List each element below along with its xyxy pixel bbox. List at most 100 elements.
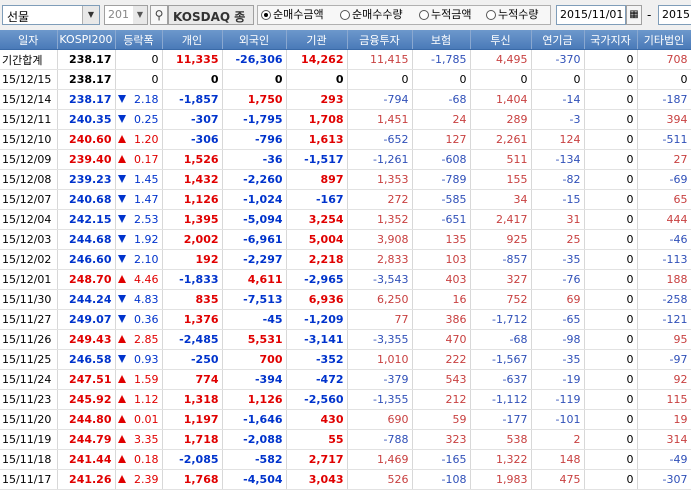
calendar-icon[interactable]: ▦: [626, 5, 642, 25]
triangle-up-icon: [117, 395, 126, 403]
table-row[interactable]: 15/12/11 240.35 0.25 -307 -1,795 1,708 1,451 24…: [0, 109, 691, 130]
triangle-up-icon: [117, 415, 126, 423]
ins-cell: -608: [412, 149, 471, 170]
table-row[interactable]: 15/11/30 244.24 4.83 835 -7,513 6,936 6,250 16 7…: [0, 289, 691, 310]
etc-cell: -69: [637, 169, 691, 190]
fin-cell: 1,451: [347, 109, 413, 130]
change-cell: 3.35: [115, 429, 163, 450]
pension-cell: -134: [531, 149, 585, 170]
table-row[interactable]: 15/12/09 239.40 0.17 1,526 -36 -1,517 -1,261 -6…: [0, 149, 691, 170]
summary-row[interactable]: 기간합계 238.17 0 11,335 -26,306 14,262 11,415 -1,7…: [0, 49, 691, 70]
triangle-up-icon: [117, 435, 126, 443]
table-row[interactable]: 15/11/27 249.07 0.36 1,376 -45 -1,209 77 386 -1,…: [0, 309, 691, 330]
inst-cell: -1,517: [286, 149, 348, 170]
column-header[interactable]: 외국인: [222, 30, 287, 50]
date-cell: 15/12/11: [0, 109, 58, 130]
column-header[interactable]: 보험: [412, 30, 471, 50]
pension-cell: 69: [531, 289, 585, 310]
date-cell: 15/11/23: [0, 389, 58, 410]
radio-cum-amount[interactable]: 누적금액: [419, 5, 471, 25]
table-row[interactable]: 15/12/08 239.23 1.45 1,432 -2,260 897 1,353 -78…: [0, 169, 691, 190]
chevron-down-icon[interactable]: ▼: [82, 6, 99, 24]
date-cell: 15/11/26: [0, 329, 58, 350]
radio-net-buy-amount[interactable]: 순매수금액: [261, 5, 324, 25]
trust-cell: 4,495: [470, 49, 532, 70]
table-row[interactable]: 15/12/01 248.70 4.46 -1,833 4,611 -2,965 -3,54…: [0, 269, 691, 290]
table-row[interactable]: 15/12/07 240.68 1.47 1,126 -1,024 -167 272 -585…: [0, 189, 691, 210]
change-cell: 4.46: [115, 269, 163, 290]
foreign-cell: 5,531: [222, 329, 287, 350]
table-row[interactable]: 15/11/19 244.79 3.35 1,718 -2,088 55 -788 323 53…: [0, 429, 691, 450]
table-row[interactable]: 15/12/03 244.68 1.92 2,002 -6,961 5,004 3,908 1…: [0, 229, 691, 250]
code-select[interactable]: 201 ▼: [104, 5, 148, 25]
table-row[interactable]: 15/11/26 249.43 2.85 -2,485 5,531 -3,141 -3,35…: [0, 329, 691, 350]
column-header[interactable]: 금융투자: [347, 30, 413, 50]
fin-cell: 1,010: [347, 349, 413, 370]
change-cell: 0.36: [115, 309, 163, 330]
indiv-cell: -250: [162, 349, 223, 370]
chevron-down-icon[interactable]: ▼: [133, 6, 147, 24]
indiv-cell: 1,526: [162, 149, 223, 170]
foreign-cell: -6,961: [222, 229, 287, 250]
gov-cell: 0: [584, 349, 638, 370]
trust-cell: 34: [470, 189, 532, 210]
table-row[interactable]: 15/11/25 246.58 0.93 -250 700 -352 1,010 222 -1,…: [0, 349, 691, 370]
view-mode-radio-group: [257, 5, 551, 25]
gov-cell: 0: [584, 169, 638, 190]
gov-cell: 0: [584, 309, 638, 330]
kospi-cell: 248.70: [57, 269, 116, 290]
trust-cell: 289: [470, 109, 532, 130]
ins-cell: 103: [412, 249, 471, 270]
foreign-cell: -1,024: [222, 189, 287, 210]
radio-label: 순매수수량: [352, 8, 403, 21]
product-select[interactable]: 선물 ▼: [2, 5, 100, 25]
change-cell: 1.47: [115, 189, 163, 210]
fin-cell: -1,355: [347, 389, 413, 410]
column-header[interactable]: 일자: [0, 30, 58, 50]
column-header[interactable]: 투신: [470, 30, 532, 50]
date-cell: 15/12/14: [0, 89, 58, 110]
change-cell: 2.10: [115, 249, 163, 270]
pension-cell: -14: [531, 89, 585, 110]
inst-cell: -2,560: [286, 389, 348, 410]
trust-cell: 511: [470, 149, 532, 170]
kospi-cell: 249.43: [57, 329, 116, 350]
column-header[interactable]: 연기금: [531, 30, 585, 50]
start-date-input[interactable]: 2015/11/01: [556, 5, 626, 25]
change-cell: 0.93: [115, 349, 163, 370]
pension-cell: -119: [531, 389, 585, 410]
table-row[interactable]: 15/11/24 247.51 1.59 774 -394 -472 -379 543 -637…: [0, 369, 691, 390]
fin-cell: 526: [347, 469, 413, 490]
inst-cell: 1,708: [286, 109, 348, 130]
gov-cell: 0: [584, 289, 638, 310]
fin-cell: -652: [347, 129, 413, 150]
foreign-cell: -582: [222, 449, 287, 470]
radio-net-buy-qty[interactable]: 순매수수량: [340, 5, 403, 25]
column-header[interactable]: 등락폭: [115, 30, 163, 50]
search-icon[interactable]: ⚲: [150, 5, 168, 25]
column-header[interactable]: 기타법인: [637, 30, 691, 50]
pension-cell: 148: [531, 449, 585, 470]
change-cell: 1.92: [115, 229, 163, 250]
end-date-input[interactable]: 2015: [658, 5, 691, 25]
indiv-cell: -2,485: [162, 329, 223, 350]
table-row[interactable]: 15/11/23 245.92 1.12 1,318 1,126 -2,560 -1,355…: [0, 389, 691, 410]
table-row[interactable]: 15/11/20 244.80 0.01 1,197 -1,646 430 690 59 -17…: [0, 409, 691, 430]
table-row[interactable]: 15/12/14 238.17 2.18 -1,857 1,750 293 -794 -68 1…: [0, 89, 691, 110]
table-row[interactable]: 15/12/04 242.15 2.53 1,395 -5,094 3,254 1,352-…: [0, 209, 691, 230]
table-row[interactable]: 15/11/18 241.44 0.18 -2,085 -582 2,717 1,469 -1…: [0, 449, 691, 470]
column-header[interactable]: 개인: [162, 30, 223, 50]
column-header[interactable]: KOSPI200: [57, 30, 116, 50]
radio-cum-qty[interactable]: 누적수량: [486, 5, 538, 25]
table-row[interactable]: 15/12/10 240.60 1.20 -306 -796 1,613 -652 127 2,…: [0, 129, 691, 150]
table-row[interactable]: 15/11/17 241.26 2.39 1,768 -4,504 3,043 526 -10…: [0, 469, 691, 490]
table-row[interactable]: 15/12/02 246.60 2.10 192 -2,297 2,218 2,833 103…: [0, 249, 691, 270]
column-header[interactable]: 기관: [286, 30, 348, 50]
column-header[interactable]: 국가지자: [584, 30, 638, 50]
inst-cell: 3,254: [286, 209, 348, 230]
table-row[interactable]: 15/12/15 238.17 0 0 0 0 0 0 0 0 0 0: [0, 69, 691, 90]
change-cell: 0.25: [115, 109, 163, 130]
triangle-up-icon: [117, 135, 126, 143]
kospi-cell: 238.17: [57, 69, 116, 90]
inst-cell: 293: [286, 89, 348, 110]
